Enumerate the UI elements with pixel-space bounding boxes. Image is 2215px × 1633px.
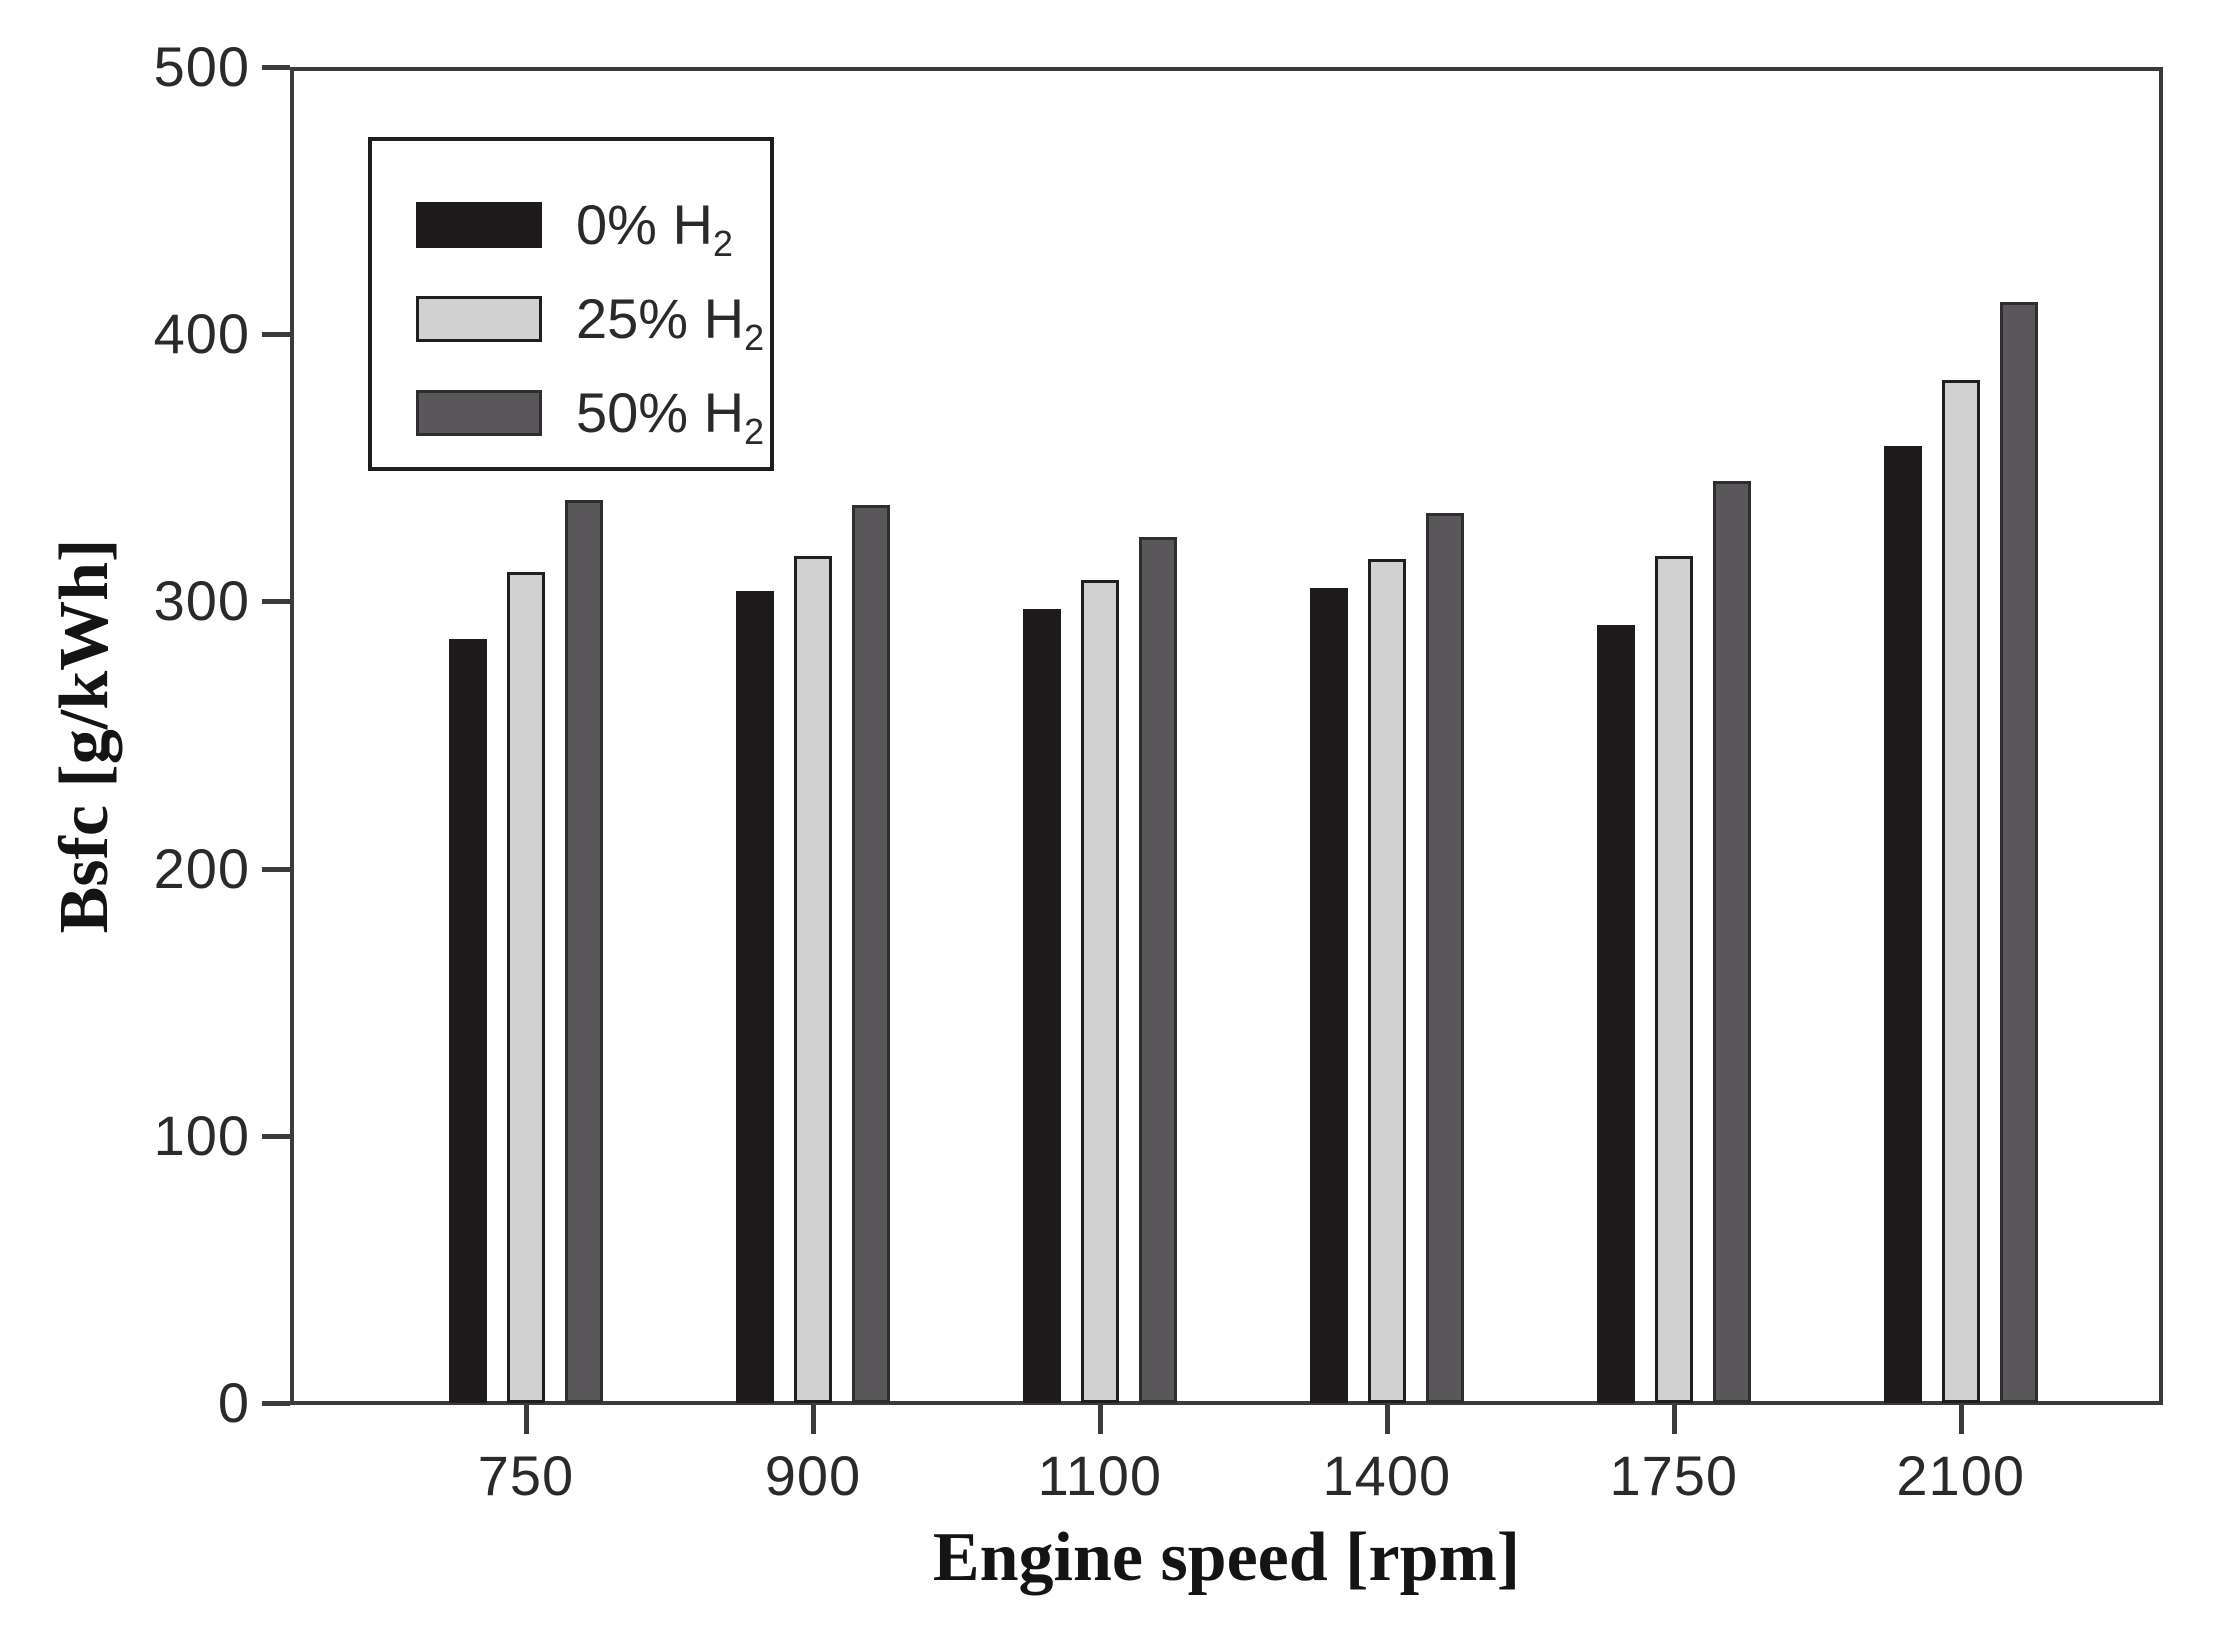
legend-swatch bbox=[416, 202, 542, 248]
y-tick-label: 400 bbox=[153, 302, 250, 366]
x-tick-label: 1400 bbox=[1322, 1444, 1452, 1507]
bar-50-h2 bbox=[851, 505, 890, 1403]
legend-label-text: 25% H bbox=[576, 287, 745, 350]
x-tick-mark bbox=[810, 1402, 816, 1434]
y-tick-mark bbox=[262, 599, 290, 605]
x-axis-title: Engine speed [rpm] bbox=[932, 1519, 1521, 1596]
legend-label-subscript: 2 bbox=[712, 224, 733, 265]
y-tick-mark bbox=[262, 332, 290, 338]
x-tick-label: 1750 bbox=[1609, 1444, 1739, 1507]
x-tick-mark bbox=[523, 1402, 529, 1434]
legend-label: 0% H2 bbox=[576, 197, 733, 263]
bar-25-h2 bbox=[1654, 555, 1693, 1403]
x-tick-mark bbox=[1384, 1402, 1390, 1434]
y-tick-label: 300 bbox=[153, 569, 250, 633]
x-tick-label: 750 bbox=[477, 1444, 575, 1507]
y-tick-mark bbox=[262, 1401, 290, 1406]
legend-label-text: 50% H bbox=[576, 381, 745, 444]
x-tick-label: 2100 bbox=[1896, 1444, 2025, 1507]
bar-25-h2 bbox=[1367, 558, 1406, 1403]
y-axis-title: Bsfc [g/kWh] bbox=[46, 538, 123, 934]
bar-25-h2 bbox=[506, 572, 545, 1403]
bar-0-h2 bbox=[735, 590, 774, 1403]
bar-25-h2 bbox=[1080, 580, 1119, 1403]
bar-25-h2 bbox=[1941, 379, 1980, 1403]
bar-50-h2 bbox=[1999, 302, 2038, 1403]
legend-label-subscript: 2 bbox=[744, 318, 765, 359]
x-tick-mark bbox=[1097, 1402, 1103, 1434]
y-tick-mark bbox=[262, 65, 290, 70]
bar-50-h2 bbox=[564, 499, 603, 1403]
bar-25-h2 bbox=[793, 555, 832, 1403]
legend-swatch bbox=[416, 390, 542, 436]
bar-0-h2 bbox=[1883, 446, 1922, 1403]
legend-label-subscript: 2 bbox=[744, 412, 765, 453]
x-tick-label: 1100 bbox=[1037, 1444, 1163, 1507]
legend: 0% H2 25% H2 50% H2 bbox=[368, 137, 774, 471]
legend-row: 50% H2 bbox=[416, 385, 770, 451]
bar-0-h2 bbox=[1022, 609, 1061, 1403]
bar-50-h2 bbox=[1138, 537, 1177, 1403]
bar-0-h2 bbox=[1596, 625, 1635, 1403]
x-tick-label: 900 bbox=[764, 1444, 862, 1507]
bar-0-h2 bbox=[448, 638, 487, 1403]
bar-50-h2 bbox=[1425, 513, 1464, 1403]
y-tick-mark bbox=[262, 866, 290, 872]
bar-0-h2 bbox=[1309, 588, 1348, 1403]
bar-50-h2 bbox=[1712, 481, 1751, 1403]
legend-label-text: 0% H bbox=[576, 193, 713, 256]
x-tick-mark bbox=[1958, 1402, 1964, 1434]
y-tick-label: 0 bbox=[217, 1371, 250, 1434]
y-tick-label: 500 bbox=[153, 35, 250, 98]
x-tick-mark bbox=[1671, 1402, 1677, 1434]
legend-label: 50% H2 bbox=[576, 385, 764, 451]
legend-row: 25% H2 bbox=[416, 291, 770, 357]
legend-row: 0% H2 bbox=[416, 197, 770, 263]
y-tick-label: 200 bbox=[153, 836, 250, 900]
legend-swatch bbox=[416, 296, 542, 342]
y-tick-label: 100 bbox=[153, 1103, 250, 1167]
legend-label: 25% H2 bbox=[576, 291, 764, 357]
y-tick-mark bbox=[262, 1133, 290, 1139]
